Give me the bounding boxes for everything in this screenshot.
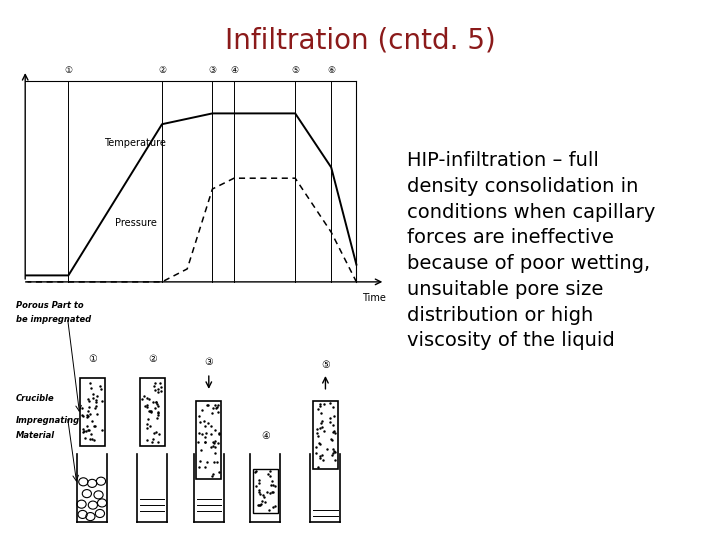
- Bar: [80, 378, 104, 446]
- Text: Pressure: Pressure: [115, 218, 157, 228]
- Bar: [253, 469, 278, 513]
- Text: Temperature: Temperature: [104, 138, 166, 148]
- Text: Crucible: Crucible: [16, 394, 55, 403]
- Text: ④: ④: [261, 431, 270, 442]
- Text: be impregnated: be impregnated: [16, 315, 91, 324]
- Text: Time: Time: [362, 293, 387, 303]
- Text: Porous Part to: Porous Part to: [16, 301, 84, 310]
- Text: Infiltration (cntd. 5): Infiltration (cntd. 5): [225, 27, 495, 55]
- Bar: [140, 378, 165, 446]
- Bar: [313, 401, 338, 469]
- Text: ①: ①: [64, 65, 73, 75]
- Text: ③: ③: [208, 65, 217, 75]
- Text: ⑥: ⑥: [327, 65, 336, 75]
- Bar: [197, 401, 221, 478]
- Text: ①: ①: [88, 354, 96, 364]
- Text: Material: Material: [16, 431, 55, 440]
- Text: ②: ②: [158, 65, 166, 75]
- Text: Impregnating: Impregnating: [16, 416, 81, 425]
- Text: ④: ④: [230, 65, 238, 75]
- Text: ②: ②: [148, 354, 157, 364]
- Text: ⑤: ⑤: [321, 360, 330, 370]
- Text: ③: ③: [204, 357, 213, 367]
- Text: ⑤: ⑤: [291, 65, 300, 75]
- Text: HIP-infiltration – full
density consolidation in
conditions when capillary
force: HIP-infiltration – full density consolid…: [407, 151, 655, 350]
